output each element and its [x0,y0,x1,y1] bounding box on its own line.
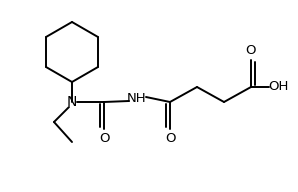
Text: N: N [67,95,77,109]
Text: O: O [246,45,256,57]
Text: NH: NH [127,93,147,105]
Text: OH: OH [268,80,288,94]
Text: O: O [99,132,109,145]
Text: O: O [165,132,175,145]
